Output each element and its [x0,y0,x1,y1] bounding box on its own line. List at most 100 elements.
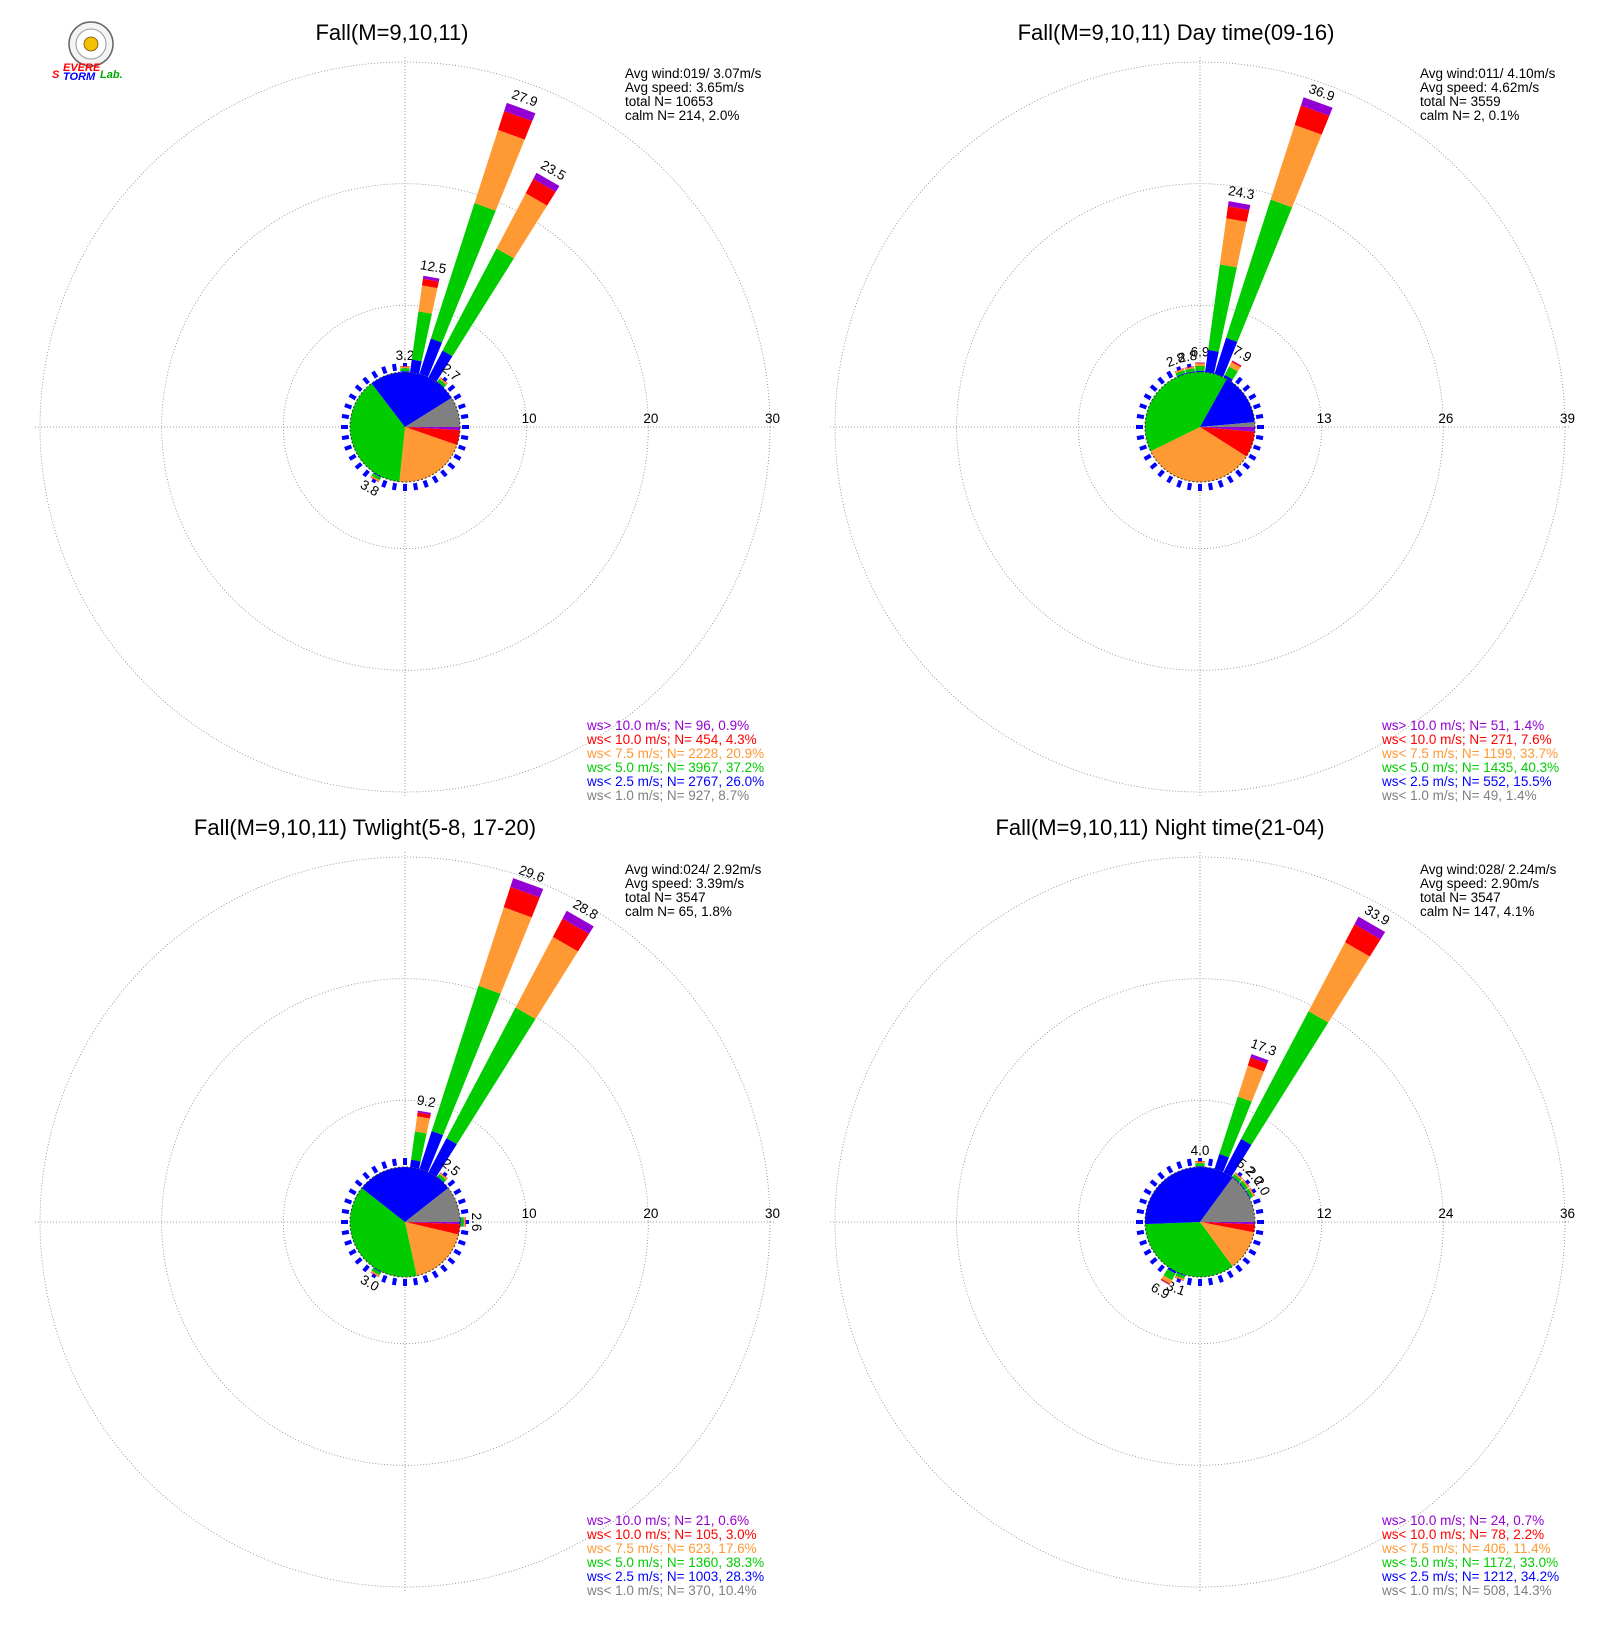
legend-entry-lt7_5: ws< 7.5 m/s; N= 406, 11.4% [1381,1541,1551,1556]
minor-petal [1157,469,1165,478]
petal-segment-lt2_5 [410,359,422,374]
petal-segment-gt10 [1174,1277,1184,1281]
minor-petal [1157,1171,1165,1180]
legend-entry-lt7_5: ws< 7.5 m/s; N= 1199, 33.7% [1381,746,1558,761]
minor-petal [348,393,357,401]
minor-petal [348,453,357,461]
petal-segment-gt10 [1300,97,1333,116]
petal-segment-lt2_5 [1176,1272,1186,1276]
petal-segment-lt5 [1195,1163,1205,1167]
stat-line: Avg speed: 3.39m/s [625,876,744,891]
minor-petal [447,462,456,470]
petal-segment-lt7_5 [1195,363,1205,366]
petal-segment-gt10 [370,477,379,483]
petal-segment-lt2_5 [1195,1166,1205,1167]
petal-segment-lt7_5 [1242,1179,1250,1188]
petal-segment-lt10 [1195,362,1205,364]
legend-entry-lt7_5: ws< 7.5 m/s; N= 623, 17.6% [586,1541,757,1556]
stat-line: calm N= 147, 4.1% [1420,904,1534,919]
petal-segment-lt10 [498,110,533,140]
petal-segment-lt2_5 [1214,337,1238,377]
petal-segment-lt7_5 [370,1270,380,1277]
petal-segment-lt7_5 [370,475,380,482]
legend-entry-lt1: ws< 1.0 m/s; N= 508, 14.3% [1381,1583,1552,1598]
petal-segment-lt2_5 [436,1176,445,1183]
petal-segment-lt7_5 [1174,368,1185,374]
petal-segment-lt5 [1226,199,1293,342]
petal-segment-lt10 [1231,360,1242,368]
legend-entry-lt7_5: ws< 7.5 m/s; N= 2228, 20.9% [586,746,764,761]
svg-text:Lab.: Lab. [100,69,123,81]
grid-ring [39,61,771,793]
petal-segment-lt5 [431,985,501,1136]
petal-segment-lt10 [1345,924,1381,957]
petal-segment-lt2_5 [373,472,382,478]
pie-slice-lt5 [1145,372,1227,452]
minor-petal [453,393,462,401]
minor-petal [1149,1257,1158,1265]
ring-label: 24 [1438,1206,1454,1221]
minor-petal [1252,1198,1261,1205]
minor-petal [391,363,398,372]
petal-segment-lt5 [371,473,382,481]
minor-petal [362,1264,370,1273]
petal-segment-lt5 [430,203,496,343]
petal-segment-lt10 [440,1172,448,1179]
minor-petal [1186,1277,1193,1286]
pie-slice-gt10 [405,1222,460,1225]
minor-petal [1252,1239,1261,1246]
minor-petal [1136,1208,1145,1215]
legend-entry-lt10: ws< 10.0 m/s; N= 105, 3.0% [586,1527,757,1542]
pie-slice-lt7_5 [405,1222,459,1276]
minor-petal [1166,370,1174,379]
legend-entry-gt10: ws> 10.0 m/s; N= 96, 0.9% [586,718,749,733]
minor-petal [354,384,363,392]
legend-entry-lt5: ws< 5.0 m/s; N= 1360, 38.3% [586,1555,764,1570]
petal-segment-lt7_5 [1184,366,1195,370]
petal-segment-lt10 [422,278,439,289]
minor-petal [1248,393,1257,401]
minor-petal [1139,1198,1148,1205]
minor-petal [1248,453,1257,461]
grid-ring [834,61,1566,793]
legend-entry-lt10: ws< 10.0 m/s; N= 454, 4.3% [586,732,757,747]
minor-petal [1166,475,1174,484]
legend-entry-lt2_5: ws< 2.5 m/s; N= 552, 15.5% [1381,774,1552,789]
ring-label: 10 [522,1206,537,1221]
minor-petal [1217,1274,1224,1283]
petal-label: 4.0 [1191,1143,1210,1158]
minor-petal [344,1198,353,1205]
petal-segment-lt10 [1174,368,1184,372]
petal-segment-gt10 [1174,368,1184,372]
petal-label: 24.3 [1227,183,1255,202]
minor-petal [457,1198,466,1205]
minor-petal [341,434,350,441]
pie-outline [349,371,461,483]
petal-segment-gt10 [1160,1279,1170,1286]
pie-slice-lt10 [1200,427,1255,457]
grid-ring [1077,1099,1323,1345]
stat-line: total N= 3559 [1420,94,1501,109]
petal-segment-lt10 [1249,1187,1256,1196]
petal-segment-lt10 [1235,1172,1243,1179]
legend-entry-lt2_5: ws< 2.5 m/s; N= 1003, 28.3% [586,1569,764,1584]
legend-entry-lt1: ws< 1.0 m/s; N= 370, 10.4% [586,1583,757,1598]
minor-petal [422,479,429,488]
petal-segment-lt10 [1184,366,1195,369]
minor-petal [412,482,419,491]
petal-segment-lt5 [1175,370,1186,377]
minor-petal [1242,384,1251,392]
minor-petal [391,482,398,491]
minor-petal [1255,434,1264,441]
petal-segment-lt5 [411,311,432,362]
minor-petal [431,475,439,484]
minor-petal [362,376,370,385]
pie-outline [1144,1166,1256,1278]
petal-segment-gt10 [1243,1179,1250,1187]
minor-petal [1139,444,1148,451]
petal-segment-lt10 [1160,1278,1171,1285]
petal-segment-lt7_5 [496,193,548,259]
minor-petal [381,1161,388,1170]
petal-segment-lt10 [1243,1179,1250,1187]
petal-segment-lt7_5 [474,129,525,211]
